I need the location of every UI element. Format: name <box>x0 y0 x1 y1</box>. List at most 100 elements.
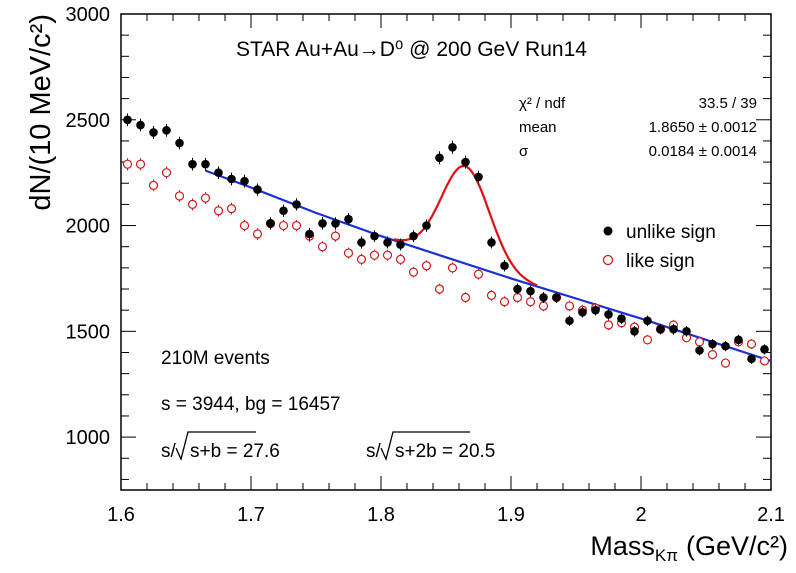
point-like-sign <box>694 337 705 347</box>
y-tick-label: 2500 <box>66 110 111 132</box>
legend: unlike sign like sign <box>602 222 716 272</box>
point-unlike-sign <box>162 126 171 135</box>
point-unlike-sign <box>747 354 756 364</box>
point-unlike-sign <box>435 153 444 163</box>
legend-label-unlike-sign: unlike sign <box>626 222 716 243</box>
point-unlike-sign <box>734 335 743 345</box>
stat-label-chi2: χ² / ndf <box>519 95 566 112</box>
point-unlike-sign <box>227 174 236 184</box>
point-unlike-sign <box>383 238 392 247</box>
point-like-sign <box>538 301 549 311</box>
point-like-sign <box>434 284 445 294</box>
point-unlike-sign <box>357 238 366 247</box>
significance-1-value: s+b = 27.6 <box>190 441 280 462</box>
x-tick-label: 1.6 <box>107 504 135 526</box>
stat-value-sigma: 0.0184 ± 0.0014 <box>649 143 757 160</box>
point-unlike-sign <box>448 142 457 152</box>
point-unlike-sign <box>760 345 769 354</box>
point-unlike-sign <box>266 219 275 228</box>
point-like-sign <box>356 254 367 265</box>
point-unlike-sign <box>318 219 327 228</box>
x-tick-label: 1.8 <box>367 504 395 526</box>
x-tick-label: 2.1 <box>757 504 785 526</box>
point-unlike-sign <box>500 261 509 271</box>
point-like-sign <box>720 358 731 368</box>
point-unlike-sign <box>175 138 184 148</box>
point-unlike-sign <box>149 128 158 137</box>
point-like-sign <box>395 254 406 265</box>
point-like-sign <box>707 350 718 360</box>
x-axis-title: MassKπ (GeV/c²) <box>590 531 788 565</box>
point-like-sign <box>278 220 289 231</box>
point-unlike-sign <box>123 115 132 125</box>
point-like-sign <box>330 231 341 241</box>
point-like-sign <box>213 206 224 216</box>
stat-value-mean: 1.8650 ± 0.0012 <box>649 119 757 136</box>
point-unlike-sign <box>461 157 470 167</box>
legend-label-like-sign: like sign <box>626 251 695 272</box>
point-like-sign <box>148 180 159 190</box>
point-unlike-sign <box>630 327 639 336</box>
point-like-sign <box>343 248 354 258</box>
point-unlike-sign <box>552 293 561 302</box>
x-tick-label: 1.7 <box>237 504 265 526</box>
stat-value-chi2: 33.5 / 39 <box>699 95 757 112</box>
point-unlike-sign <box>409 231 418 241</box>
point-unlike-sign <box>721 341 730 351</box>
point-unlike-sign <box>565 316 574 326</box>
point-unlike-sign <box>292 200 301 209</box>
point-unlike-sign <box>656 324 665 334</box>
point-like-sign <box>317 242 328 252</box>
signal-fit-curve <box>393 164 538 287</box>
point-like-sign <box>187 199 198 209</box>
y-tick-label: 1000 <box>66 427 111 449</box>
point-like-sign <box>499 297 510 307</box>
point-unlike-sign <box>422 221 431 230</box>
fit-stats: χ² / ndf mean σ 33.5 / 39 1.8650 ± 0.001… <box>519 95 757 160</box>
point-like-sign <box>421 261 432 271</box>
point-unlike-sign <box>331 219 340 228</box>
point-unlike-sign <box>279 206 288 216</box>
point-like-sign <box>291 220 302 231</box>
x-tick-label: 1.9 <box>497 504 525 526</box>
axes: 1.6 1.7 1.8 1.9 2 2.1 1000 1500 2000 2500 3000 <box>66 4 785 526</box>
point-unlike-sign <box>396 240 405 249</box>
sqrt-sign-1 <box>175 431 256 461</box>
point-unlike-sign <box>669 324 678 334</box>
point-like-sign <box>486 290 497 300</box>
point-like-sign <box>447 263 458 273</box>
point-like-sign <box>252 229 263 239</box>
point-unlike-sign <box>695 346 704 355</box>
point-unlike-sign <box>513 284 522 294</box>
y-axis-title: dN/(10 MeV/c²) <box>25 14 57 211</box>
point-like-sign <box>759 356 770 366</box>
point-like-sign <box>473 269 484 279</box>
data-points <box>122 113 770 368</box>
counts-annotation: s = 3944, bg = 16457 <box>161 394 341 415</box>
point-unlike-sign <box>591 305 600 315</box>
point-unlike-sign <box>578 307 587 317</box>
legend-marker-unlike-sign <box>603 226 613 236</box>
legend-marker-like-sign <box>602 254 614 266</box>
point-unlike-sign <box>526 286 535 296</box>
point-unlike-sign <box>604 310 613 319</box>
x-axis-title-unit: (GeV/c²) <box>686 531 788 561</box>
point-like-sign <box>226 204 237 214</box>
point-unlike-sign <box>682 327 691 336</box>
point-like-sign <box>200 193 211 203</box>
point-like-sign <box>603 320 614 330</box>
x-axis-title-main: Mass <box>590 531 655 561</box>
point-unlike-sign <box>136 120 145 130</box>
point-unlike-sign <box>617 314 626 323</box>
point-unlike-sign <box>643 316 652 326</box>
point-unlike-sign <box>201 159 210 169</box>
point-unlike-sign <box>539 293 548 302</box>
point-like-sign <box>642 335 653 345</box>
point-like-sign <box>174 191 185 201</box>
point-like-sign <box>382 250 393 260</box>
x-tick-label: 2 <box>635 504 646 526</box>
point-unlike-sign <box>370 231 379 241</box>
point-unlike-sign <box>214 168 223 177</box>
plot-frame <box>120 13 772 491</box>
